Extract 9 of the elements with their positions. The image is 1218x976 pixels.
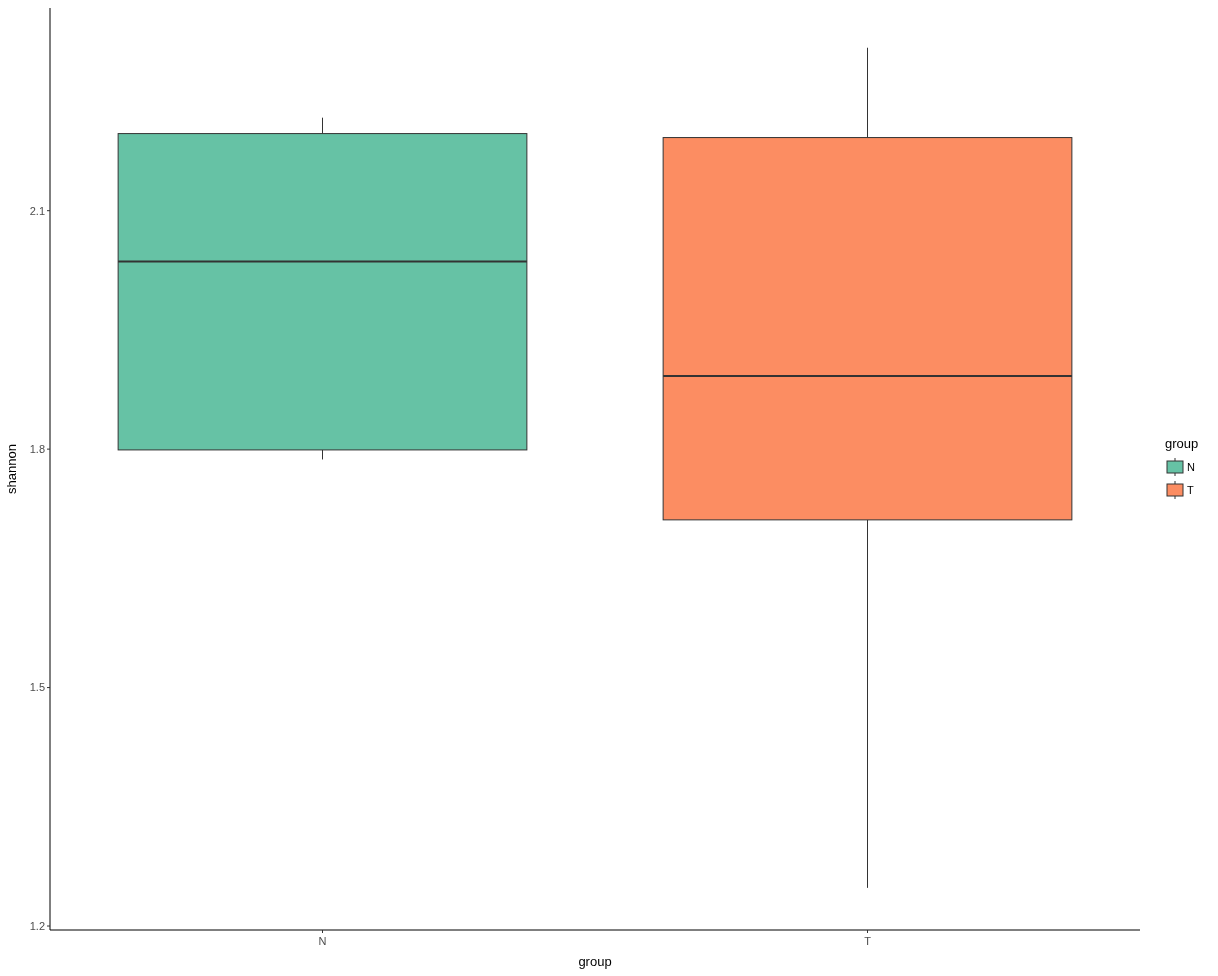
y-axis-title: shannon	[4, 444, 19, 494]
y-tick-label: 1.5	[29, 681, 45, 694]
legend-label: N	[1187, 460, 1195, 473]
y-tick-label: 1.8	[29, 442, 45, 455]
legend-label: T	[1187, 483, 1194, 496]
legend-title: group	[1165, 436, 1199, 451]
y-tick-label: 1.2	[29, 919, 45, 932]
y-tick-label: 2.1	[29, 204, 45, 217]
x-axis-title: group	[578, 954, 612, 969]
